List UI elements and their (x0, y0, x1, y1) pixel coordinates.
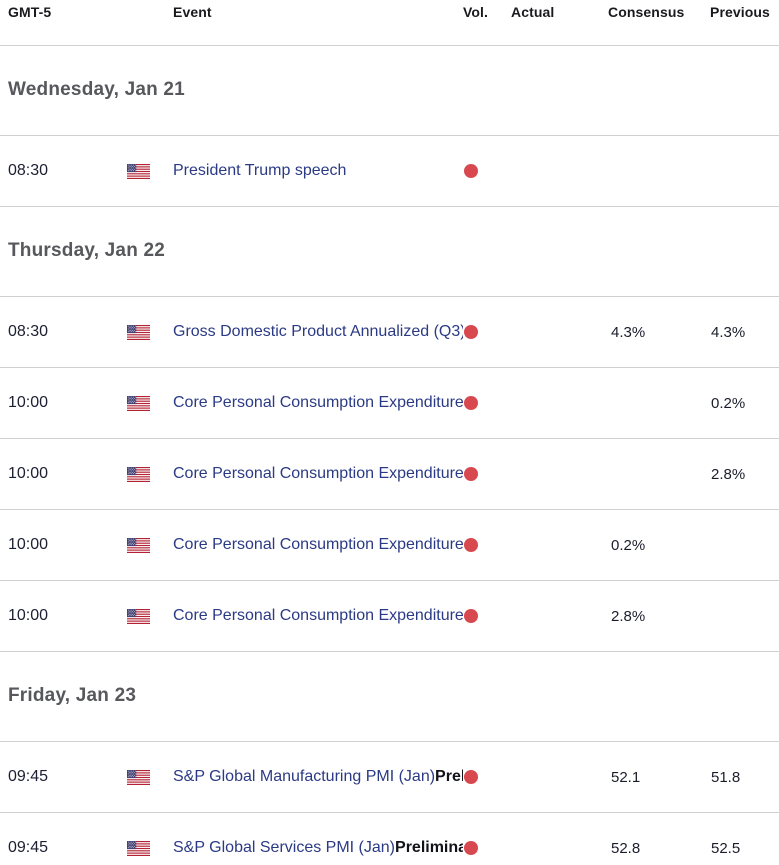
country-flag-cell (127, 324, 173, 340)
calendar-body: Wednesday, Jan 21 08:30 (0, 46, 779, 865)
consensus-value: 0.2% (611, 536, 646, 554)
volatility-dot-icon (464, 467, 478, 481)
event-title-text: S&P Global Services PMI (Jan) (173, 839, 396, 856)
event-row[interactable]: 10:00 (0, 510, 779, 581)
event-title-text: Gross Domestic Product Annualized (Q3) (173, 323, 463, 340)
column-header-event: Event (173, 4, 212, 20)
volatility-cell (463, 164, 511, 178)
event-row[interactable]: 09:45 (0, 813, 779, 865)
volatility-dot-icon (464, 770, 478, 784)
volatility-dot-icon (464, 538, 478, 552)
country-flag-cell (127, 466, 173, 482)
date-section-header: Friday, Jan 23 (0, 652, 779, 742)
event-title-text: Core Personal Consumption Expenditure… (173, 607, 463, 624)
date-label: Thursday, Jan 22 (8, 240, 166, 261)
previous-value: 2.8% (711, 465, 746, 483)
us-flag-icon (127, 537, 150, 553)
event-title-bold-text: Preliminar (395, 839, 463, 856)
event-row[interactable]: 10:00 (0, 368, 779, 439)
us-flag-icon (127, 769, 150, 785)
event-time: 08:30 (8, 162, 49, 179)
volatility-dot-icon (464, 164, 478, 178)
volatility-cell (463, 609, 511, 623)
volatility-dot-icon (464, 609, 478, 623)
event-title[interactable]: Core Personal Consumption Expenditure… (173, 536, 463, 554)
column-header-vol: Vol. (463, 4, 489, 20)
event-title[interactable]: Core Personal Consumption Expenditure… (173, 465, 463, 483)
event-title-bold-text: Preli… (435, 768, 463, 785)
country-flag-cell (127, 395, 173, 411)
event-time: 10:00 (8, 536, 49, 553)
event-time: 09:45 (8, 768, 49, 785)
volatility-cell (463, 538, 511, 552)
event-time: 10:00 (8, 607, 49, 624)
event-time: 09:45 (8, 839, 49, 856)
previous-value: 51.8 (711, 768, 741, 786)
date-section-header: Wednesday, Jan 21 (0, 46, 779, 136)
country-flag-cell (127, 840, 173, 856)
us-flag-icon (127, 466, 150, 482)
column-header-previous: Previous (710, 4, 770, 20)
event-time: 08:30 (8, 323, 49, 340)
country-flag-cell (127, 163, 173, 179)
consensus-value: 4.3% (611, 323, 646, 341)
column-header-flag-spacer (127, 0, 173, 4)
us-flag-icon (127, 395, 150, 411)
event-title-text: Core Personal Consumption Expenditure… (173, 465, 463, 482)
event-title-text: S&P Global Manufacturing PMI (Jan) (173, 768, 436, 785)
event-title[interactable]: Gross Domestic Product Annualized (Q3) (173, 323, 463, 341)
date-section-header: Thursday, Jan 22 (0, 207, 779, 297)
event-row[interactable]: 09:45 (0, 742, 779, 813)
us-flag-icon (127, 608, 150, 624)
us-flag-icon (127, 324, 150, 340)
volatility-cell (463, 325, 511, 339)
event-time: 10:00 (8, 394, 49, 411)
country-flag-cell (127, 608, 173, 624)
column-header-gmt: GMT-5 (8, 4, 52, 20)
event-title[interactable]: S&P Global Manufacturing PMI (Jan)Preli… (173, 768, 463, 786)
volatility-cell (463, 841, 511, 855)
event-title[interactable]: Core Personal Consumption Expenditure… (173, 607, 463, 625)
volatility-cell (463, 770, 511, 784)
table-header: GMT-5 Event Vol. Actual Consensus Previo… (0, 0, 779, 46)
volatility-dot-icon (464, 841, 478, 855)
consensus-value: 2.8% (611, 607, 646, 625)
event-title[interactable]: S&P Global Services PMI (Jan)Preliminar (173, 839, 463, 857)
event-row[interactable]: 08:30 (0, 297, 779, 368)
previous-value: 0.2% (711, 394, 746, 412)
us-flag-icon (127, 163, 150, 179)
country-flag-cell (127, 537, 173, 553)
consensus-value: 52.1 (611, 768, 641, 786)
event-title[interactable]: President Trump speech (173, 162, 463, 180)
date-label: Wednesday, Jan 21 (8, 79, 185, 100)
date-label: Friday, Jan 23 (8, 685, 137, 706)
event-title-text: Core Personal Consumption Expenditure… (173, 536, 463, 553)
us-flag-icon (127, 840, 150, 856)
event-time: 10:00 (8, 465, 49, 482)
country-flag-cell (127, 769, 173, 785)
event-row[interactable]: 08:30 (0, 136, 779, 207)
volatility-cell (463, 396, 511, 410)
event-row[interactable]: 10:00 (0, 439, 779, 510)
volatility-dot-icon (464, 396, 478, 410)
previous-value: 4.3% (711, 323, 746, 341)
consensus-value: 52.8 (611, 839, 641, 857)
event-title-text: Core Personal Consumption Expenditure… (173, 394, 463, 411)
event-title-text: President Trump speech (173, 162, 347, 179)
event-row[interactable]: 10:00 (0, 581, 779, 652)
volatility-dot-icon (464, 325, 478, 339)
previous-value: 52.5 (711, 839, 741, 857)
volatility-cell (463, 467, 511, 481)
column-header-actual: Actual (511, 4, 555, 20)
event-title[interactable]: Core Personal Consumption Expenditure… (173, 394, 463, 412)
column-header-consensus: Consensus (608, 4, 685, 20)
